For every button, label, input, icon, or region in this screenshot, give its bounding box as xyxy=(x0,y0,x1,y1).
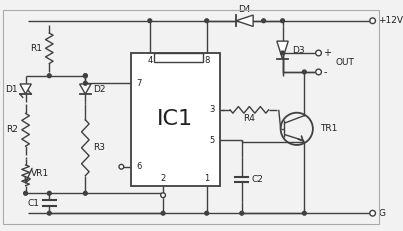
Circle shape xyxy=(48,191,51,195)
Circle shape xyxy=(302,211,306,215)
Circle shape xyxy=(83,74,87,78)
Text: 5: 5 xyxy=(210,136,215,145)
Text: D3: D3 xyxy=(292,46,305,55)
Circle shape xyxy=(280,51,285,55)
Circle shape xyxy=(316,69,322,75)
Circle shape xyxy=(148,19,152,23)
Text: R2: R2 xyxy=(6,125,18,134)
Polygon shape xyxy=(20,84,31,94)
Circle shape xyxy=(48,211,51,215)
Circle shape xyxy=(83,74,87,78)
Text: C1: C1 xyxy=(28,199,40,208)
Circle shape xyxy=(240,211,244,215)
Circle shape xyxy=(370,210,376,216)
Text: 6: 6 xyxy=(137,162,142,171)
Text: 8: 8 xyxy=(204,56,210,65)
Text: -: - xyxy=(323,67,327,77)
Text: G: G xyxy=(378,209,385,218)
Polygon shape xyxy=(236,15,253,26)
Text: 7: 7 xyxy=(137,79,142,88)
Circle shape xyxy=(83,191,87,195)
Circle shape xyxy=(161,193,166,198)
Text: VR1: VR1 xyxy=(31,169,50,178)
Polygon shape xyxy=(277,41,288,59)
Polygon shape xyxy=(80,84,91,94)
Text: D4: D4 xyxy=(238,5,251,14)
Text: 4: 4 xyxy=(147,56,152,65)
Bar xyxy=(131,53,220,186)
Circle shape xyxy=(316,50,322,56)
Circle shape xyxy=(48,74,51,78)
Text: +12V: +12V xyxy=(378,16,403,25)
Circle shape xyxy=(370,18,376,24)
Circle shape xyxy=(83,81,87,85)
Text: R3: R3 xyxy=(93,143,105,152)
Text: 1: 1 xyxy=(204,174,209,183)
Text: +: + xyxy=(323,48,331,58)
Circle shape xyxy=(280,19,285,23)
Circle shape xyxy=(161,211,165,215)
Bar xyxy=(154,53,203,62)
Text: IC1: IC1 xyxy=(157,109,193,129)
Circle shape xyxy=(262,19,266,23)
Text: 3: 3 xyxy=(210,105,215,114)
Circle shape xyxy=(119,164,124,169)
Text: R1: R1 xyxy=(30,44,42,53)
Text: D2: D2 xyxy=(93,85,106,94)
Text: R4: R4 xyxy=(243,114,255,123)
Text: TR1: TR1 xyxy=(320,124,338,133)
Circle shape xyxy=(302,70,306,74)
Text: D1: D1 xyxy=(5,85,18,94)
Text: C2: C2 xyxy=(251,175,263,184)
Text: 2: 2 xyxy=(160,174,166,183)
Circle shape xyxy=(24,191,27,195)
Circle shape xyxy=(205,211,209,215)
Text: OUT: OUT xyxy=(336,58,355,67)
Circle shape xyxy=(205,19,209,23)
